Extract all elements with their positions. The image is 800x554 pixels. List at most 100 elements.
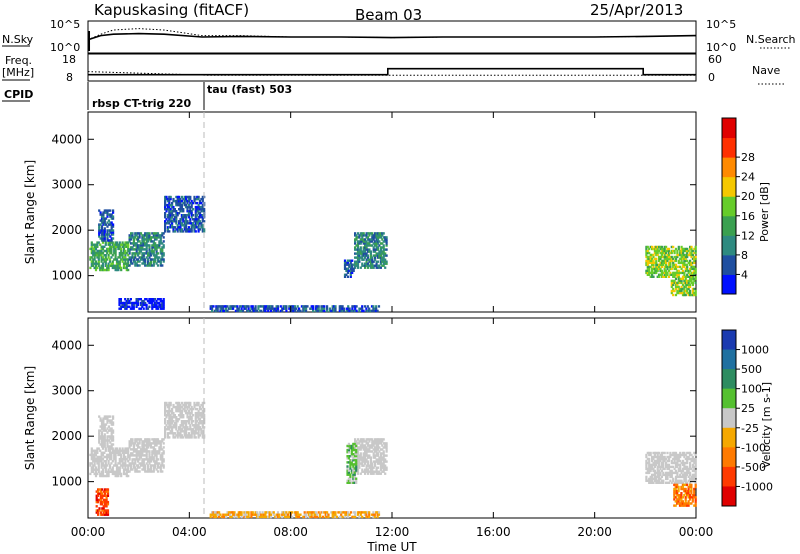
heatmap-cell: [145, 252, 148, 255]
heatmap-cell: [376, 260, 380, 263]
heatmap-cell: [169, 420, 172, 423]
heatmap-cell: [365, 470, 368, 473]
heatmap-cell: [99, 457, 102, 461]
scatter-region: [98, 415, 115, 448]
heatmap-cell: [194, 411, 197, 415]
heatmap-cell: [125, 464, 128, 467]
heatmap-cell: [192, 432, 195, 435]
colorbar-tick-label: 16: [741, 210, 755, 223]
heatmap-cell: [198, 428, 202, 431]
heatmap-cell: [159, 234, 162, 237]
heatmap-cell: [103, 417, 106, 420]
heatmap-cell: [183, 195, 186, 199]
heatmap-cell: [154, 450, 157, 453]
heatmap-cell: [689, 251, 692, 255]
heatmap-cell: [106, 503, 110, 506]
heatmap-cell: [180, 424, 183, 427]
heatmap-cell: [103, 235, 106, 238]
heatmap-cell: [684, 465, 687, 469]
heatmap-cell: [142, 450, 145, 453]
heatmap-cell: [659, 251, 662, 255]
y-tick-label: 1000: [51, 269, 82, 283]
heatmap-cell: [171, 216, 174, 219]
heatmap-cell: [666, 463, 669, 467]
heatmap-cell: [354, 438, 357, 441]
heatmap-cell: [355, 465, 358, 468]
heatmap-cell: [117, 268, 120, 272]
heatmap-cell: [105, 498, 108, 502]
heatmap-cell: [369, 450, 372, 453]
heatmap-cell: [359, 458, 362, 461]
heatmap-cell: [338, 511, 341, 514]
heatmap-cell: [676, 502, 679, 505]
heatmap-cell: [111, 243, 114, 246]
heatmap-cell: [665, 257, 668, 261]
heatmap-cell: [694, 461, 697, 465]
heatmap-cell: [179, 434, 182, 437]
heatmap-cell: [354, 248, 357, 251]
heatmap-cell: [201, 414, 204, 417]
heatmap-cell: [354, 446, 357, 449]
heatmap-cell: [358, 454, 361, 457]
heatmap-cell: [152, 250, 155, 253]
heatmap-cell: [135, 470, 138, 473]
heatmap-cell: [132, 448, 135, 451]
heatmap-cell: [364, 462, 367, 465]
heatmap-cell: [227, 513, 230, 516]
heatmap-cell: [152, 466, 155, 469]
heatmap-cell: [131, 307, 134, 310]
heatmap-cell: [183, 430, 186, 433]
heatmap-cell: [107, 449, 110, 452]
heatmap-cell: [371, 450, 374, 453]
heatmap-cell: [262, 515, 266, 519]
heatmap-cell: [262, 513, 266, 516]
heatmap-cell: [107, 239, 110, 242]
heatmap-cell: [104, 262, 107, 265]
heatmap-cell: [172, 205, 175, 209]
heatmap-cell: [679, 257, 682, 261]
heatmap-cell: [676, 455, 679, 459]
heatmap-cell: [101, 453, 105, 457]
heatmap-cell: [137, 264, 140, 267]
heatmap-cell: [104, 258, 107, 261]
heatmap-cell: [370, 513, 374, 516]
heatmap-cell: [361, 264, 364, 267]
heatmap-cell: [645, 261, 648, 265]
heatmap-cell: [670, 473, 673, 477]
heatmap-cell: [196, 218, 199, 221]
heatmap-cell: [104, 254, 107, 257]
heatmap-cell: [350, 446, 353, 450]
heatmap-cell: [139, 250, 143, 253]
heatmap-cell: [94, 245, 98, 248]
heatmap-cell: [376, 236, 380, 239]
heatmap-cell: [172, 405, 175, 409]
heatmap-cell: [186, 214, 189, 217]
x-tick-label: 00:00: [71, 525, 106, 539]
heatmap-cell: [121, 462, 124, 465]
heatmap-cell: [102, 219, 105, 222]
heatmap-cell: [102, 417, 105, 420]
heatmap-cell: [239, 511, 242, 514]
heatmap-cell: [233, 305, 236, 308]
heatmap-cell: [149, 258, 152, 261]
heatmap-cell: [281, 513, 284, 516]
heatmap-cell: [124, 258, 127, 261]
heatmap-cell: [676, 457, 679, 461]
heatmap-cell: [379, 248, 382, 251]
heatmap-cell: [92, 243, 95, 246]
heatmap-cell: [243, 515, 246, 519]
heatmap-cell: [680, 485, 683, 489]
heatmap-cell: [190, 201, 193, 205]
heatmap-cell: [112, 439, 115, 442]
heatmap-cell: [384, 442, 387, 445]
heatmap-cell: [662, 261, 665, 265]
heatmap-cell: [660, 271, 663, 275]
heatmap-cell: [104, 500, 107, 504]
heatmap-cell: [666, 477, 669, 481]
heatmap-cell: [155, 452, 158, 455]
heatmap-cell: [670, 453, 673, 457]
heatmap-cell: [237, 309, 240, 313]
heatmap-cell: [200, 430, 203, 433]
heatmap-cell: [663, 259, 666, 263]
